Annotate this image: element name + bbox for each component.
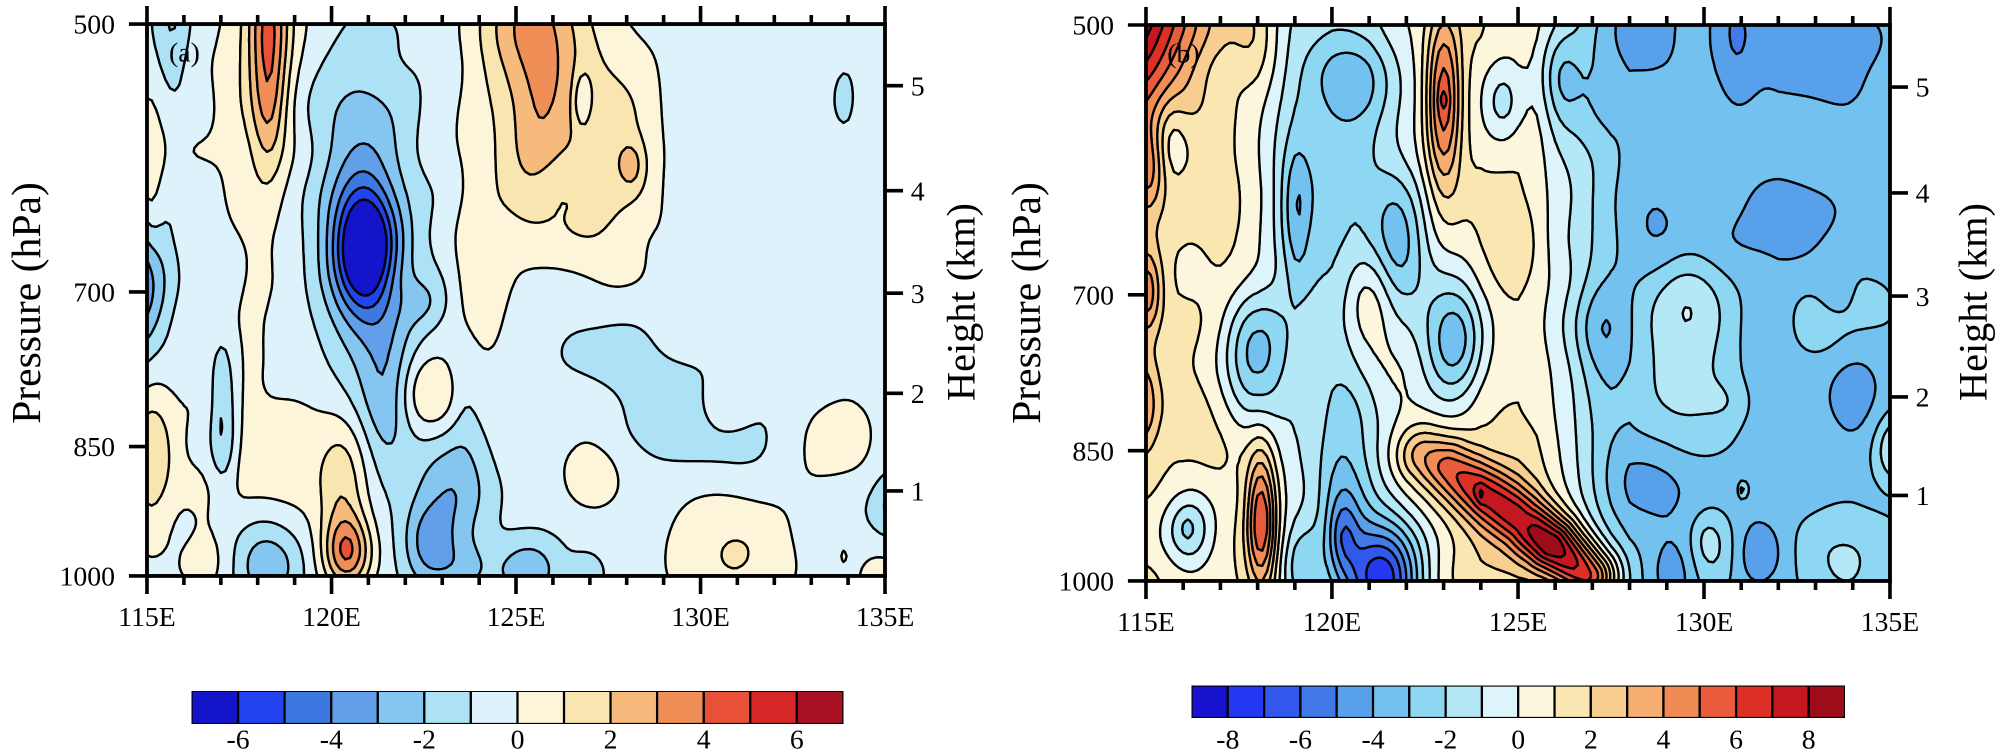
svg-text:4: 4 bbox=[1916, 178, 1930, 209]
svg-text:5: 5 bbox=[911, 71, 925, 102]
svg-text:135E: 135E bbox=[856, 602, 915, 633]
svg-text:0: 0 bbox=[511, 725, 525, 754]
svg-text:135E: 135E bbox=[1861, 607, 1920, 638]
svg-text:5: 5 bbox=[1916, 73, 1930, 104]
svg-text:(a): (a) bbox=[169, 38, 200, 69]
svg-text:1000: 1000 bbox=[60, 562, 116, 593]
svg-text:-6: -6 bbox=[1289, 725, 1312, 754]
svg-text:850: 850 bbox=[73, 432, 115, 463]
svg-text:0: 0 bbox=[1511, 725, 1525, 754]
svg-text:2: 2 bbox=[1584, 725, 1598, 754]
svg-text:125E: 125E bbox=[487, 602, 546, 633]
svg-text:-2: -2 bbox=[413, 725, 436, 754]
svg-text:2: 2 bbox=[911, 379, 925, 410]
svg-text:115E: 115E bbox=[1117, 607, 1175, 638]
svg-text:2: 2 bbox=[1916, 383, 1930, 414]
svg-text:-4: -4 bbox=[320, 725, 343, 754]
svg-text:Pressure (hPa): Pressure (hPa) bbox=[1004, 182, 1050, 424]
svg-text:-6: -6 bbox=[227, 725, 250, 754]
svg-text:Height (km): Height (km) bbox=[939, 203, 984, 401]
svg-text:4: 4 bbox=[1657, 725, 1671, 754]
svg-text:6: 6 bbox=[790, 725, 804, 754]
svg-text:1: 1 bbox=[911, 477, 925, 508]
svg-text:1: 1 bbox=[1916, 481, 1930, 512]
svg-text:700: 700 bbox=[73, 278, 115, 309]
svg-text:-2: -2 bbox=[1434, 725, 1457, 754]
svg-text:120E: 120E bbox=[302, 602, 361, 633]
svg-text:-4: -4 bbox=[1361, 725, 1384, 754]
svg-text:700: 700 bbox=[1072, 281, 1114, 312]
svg-text:115E: 115E bbox=[118, 602, 176, 633]
svg-text:850: 850 bbox=[1072, 436, 1114, 467]
svg-text:(b): (b) bbox=[1167, 39, 1199, 70]
svg-text:8: 8 bbox=[1802, 725, 1816, 754]
svg-text:4: 4 bbox=[697, 725, 711, 754]
svg-text:1000: 1000 bbox=[1058, 567, 1114, 598]
svg-text:Pressure (hPa): Pressure (hPa) bbox=[4, 182, 50, 424]
svg-text:130E: 130E bbox=[671, 602, 730, 633]
svg-text:500: 500 bbox=[1072, 11, 1114, 42]
svg-text:Height (km): Height (km) bbox=[1951, 203, 1996, 401]
svg-text:3: 3 bbox=[1916, 282, 1930, 313]
svg-text:6: 6 bbox=[1729, 725, 1743, 754]
svg-text:500: 500 bbox=[73, 10, 115, 41]
svg-text:130E: 130E bbox=[1675, 607, 1734, 638]
svg-text:3: 3 bbox=[911, 279, 925, 310]
svg-text:4: 4 bbox=[911, 176, 925, 207]
svg-text:120E: 120E bbox=[1303, 607, 1362, 638]
svg-text:125E: 125E bbox=[1489, 607, 1548, 638]
svg-text:2: 2 bbox=[604, 725, 618, 754]
svg-text:-8: -8 bbox=[1216, 725, 1239, 754]
